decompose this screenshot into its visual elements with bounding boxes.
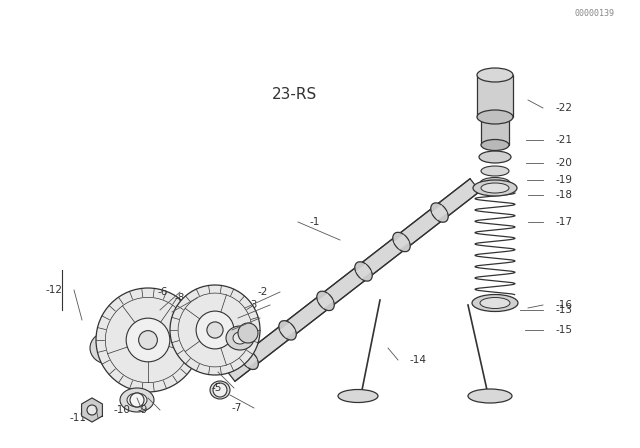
Polygon shape [82, 398, 102, 422]
Text: -1: -1 [310, 217, 321, 227]
Ellipse shape [210, 381, 230, 399]
Bar [481, 117, 509, 145]
Ellipse shape [233, 332, 247, 344]
Polygon shape [432, 205, 447, 220]
Ellipse shape [481, 139, 509, 151]
Ellipse shape [120, 388, 154, 412]
Text: -5: -5 [212, 383, 222, 393]
Text: 23-RS: 23-RS [272, 86, 317, 102]
Ellipse shape [481, 166, 509, 176]
Ellipse shape [479, 151, 511, 163]
Polygon shape [394, 235, 409, 250]
Text: -10: -10 [113, 405, 130, 415]
Circle shape [196, 311, 234, 349]
Text: -15: -15 [555, 325, 572, 335]
Ellipse shape [477, 68, 513, 82]
Polygon shape [356, 264, 371, 279]
Text: -4: -4 [237, 313, 248, 323]
Ellipse shape [481, 183, 509, 193]
Ellipse shape [473, 180, 517, 196]
Ellipse shape [99, 340, 117, 356]
Text: -21: -21 [555, 135, 572, 145]
Polygon shape [242, 352, 257, 367]
Circle shape [207, 322, 223, 338]
Ellipse shape [317, 291, 334, 310]
Circle shape [87, 405, 97, 415]
Text: -7: -7 [232, 403, 242, 413]
Circle shape [213, 383, 227, 397]
Circle shape [170, 285, 260, 375]
Circle shape [101, 341, 115, 355]
Text: -3: -3 [248, 300, 258, 310]
Polygon shape [318, 293, 333, 308]
Circle shape [126, 318, 170, 362]
Text: -11: -11 [69, 413, 86, 423]
Circle shape [96, 288, 200, 392]
Text: -16: -16 [555, 300, 572, 310]
Circle shape [139, 331, 157, 349]
Ellipse shape [355, 262, 372, 281]
Ellipse shape [90, 332, 126, 364]
Text: -14: -14 [410, 355, 427, 365]
Ellipse shape [472, 294, 518, 311]
Circle shape [130, 393, 144, 407]
Ellipse shape [226, 326, 254, 350]
Ellipse shape [431, 203, 448, 222]
Ellipse shape [468, 389, 512, 403]
Text: -6: -6 [157, 287, 168, 297]
Text: 00000139: 00000139 [575, 9, 614, 18]
Ellipse shape [480, 177, 510, 189]
Polygon shape [280, 323, 295, 338]
Text: -13: -13 [555, 305, 572, 315]
Text: -17: -17 [555, 217, 572, 227]
Text: -12: -12 [45, 285, 62, 295]
Polygon shape [225, 179, 480, 381]
Text: -20: -20 [555, 158, 572, 168]
Text: -18: -18 [555, 190, 572, 200]
Ellipse shape [279, 321, 296, 340]
Ellipse shape [338, 389, 378, 402]
Ellipse shape [393, 233, 410, 252]
Text: -19: -19 [555, 175, 572, 185]
Ellipse shape [241, 350, 259, 370]
Ellipse shape [480, 297, 510, 309]
Circle shape [238, 323, 258, 343]
Text: -9: -9 [138, 405, 148, 415]
Text: -8: -8 [175, 293, 185, 303]
Ellipse shape [127, 393, 147, 407]
Bar [477, 75, 513, 117]
Text: -22: -22 [555, 103, 572, 113]
Text: -2: -2 [258, 287, 268, 297]
Ellipse shape [477, 110, 513, 124]
